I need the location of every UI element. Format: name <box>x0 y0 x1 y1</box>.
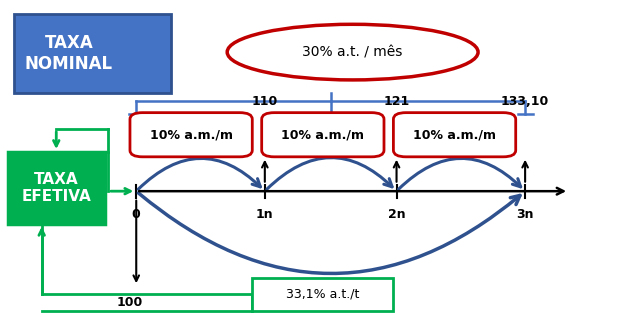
FancyArrowPatch shape <box>399 158 520 189</box>
Text: 0: 0 <box>132 208 140 220</box>
Text: TAXA
NOMINAL: TAXA NOMINAL <box>25 34 113 73</box>
Text: TAXA
EFETIVA: TAXA EFETIVA <box>21 172 91 204</box>
Text: 33,1% a.t./t: 33,1% a.t./t <box>286 288 360 301</box>
FancyBboxPatch shape <box>252 278 393 311</box>
FancyBboxPatch shape <box>261 113 384 157</box>
Text: 10% a.m./m: 10% a.m./m <box>149 128 232 141</box>
Text: 3n: 3n <box>517 208 534 220</box>
Text: 10% a.m./m: 10% a.m./m <box>282 128 364 141</box>
FancyArrowPatch shape <box>139 193 520 274</box>
FancyBboxPatch shape <box>130 113 252 157</box>
Text: 121: 121 <box>384 95 410 108</box>
Text: 30% a.t. / mês: 30% a.t. / mês <box>302 45 403 59</box>
Text: 1n: 1n <box>256 208 273 220</box>
Text: 110: 110 <box>252 95 278 108</box>
FancyArrowPatch shape <box>266 158 392 189</box>
Text: 133,10: 133,10 <box>501 95 549 108</box>
Ellipse shape <box>227 24 478 80</box>
Text: 2n: 2n <box>387 208 405 220</box>
FancyBboxPatch shape <box>393 113 516 157</box>
Text: 100: 100 <box>117 296 143 309</box>
Text: 10% a.m./m: 10% a.m./m <box>413 128 496 141</box>
FancyBboxPatch shape <box>14 15 171 93</box>
FancyArrowPatch shape <box>138 158 260 189</box>
FancyBboxPatch shape <box>8 152 105 224</box>
